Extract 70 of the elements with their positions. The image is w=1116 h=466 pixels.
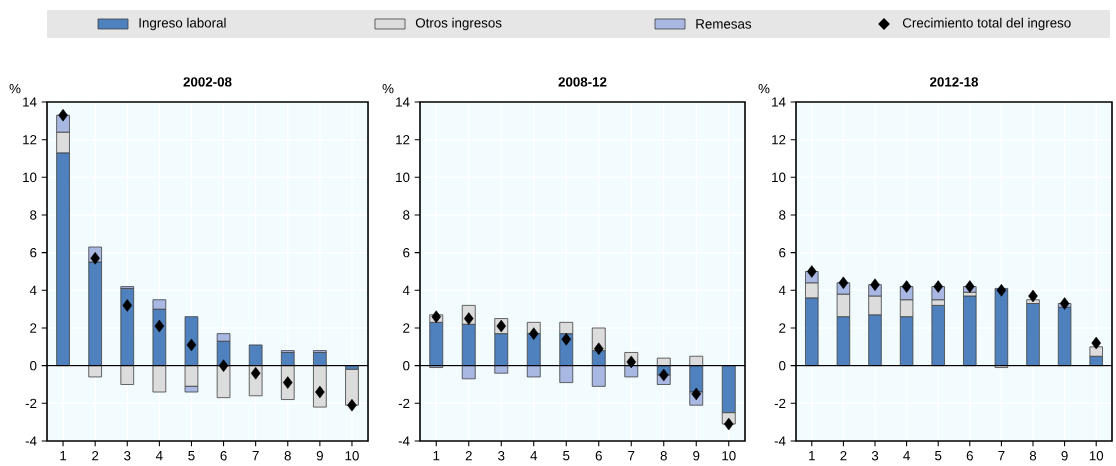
y-axis-title: % — [382, 83, 394, 94]
chart-title: 2002-08 — [183, 77, 232, 87]
x-tick-label: 3 — [124, 451, 131, 461]
y-tick-label: -2 — [398, 398, 410, 408]
y-tick-label: 14 — [23, 97, 37, 107]
y-tick-label: 0 — [779, 360, 786, 371]
x-tick-label: 4 — [155, 451, 163, 461]
y-tick-label: 12 — [23, 135, 37, 145]
x-tick-label: 10 — [345, 451, 359, 461]
y-tick-label: 4 — [29, 285, 37, 295]
y-tick-label: 6 — [30, 247, 37, 258]
x-tick-label: 9 — [1061, 451, 1068, 461]
x-tick-label: 4 — [903, 451, 910, 461]
x-tick-label: 9 — [316, 451, 323, 461]
x-tick-label: 1 — [60, 451, 67, 461]
y-tick-label: -4 — [398, 436, 410, 446]
x-tick-label: 6 — [966, 451, 973, 461]
x-tick-label: 8 — [660, 451, 667, 461]
legend-label: Remesas — [696, 19, 752, 29]
y-tick-label: -4 — [774, 436, 786, 446]
x-tick-label: 1 — [809, 451, 815, 461]
chart-title: 2008-12 — [558, 77, 607, 87]
x-tick-label: 6 — [220, 451, 227, 461]
y-tick-label: -2 — [25, 398, 37, 408]
y-tick-label: 10 — [23, 172, 37, 183]
y-tick-label: 8 — [30, 210, 37, 220]
chart-title: 2012-18 — [930, 77, 979, 87]
x-tick-label: 10 — [1089, 451, 1104, 461]
legend-label: Crecimiento total del ingreso — [902, 17, 1071, 31]
y-tick-label: 8 — [779, 210, 786, 220]
y-tick-label: 10 — [396, 172, 410, 183]
x-tick-label: 2 — [840, 451, 847, 461]
x-tick-label: 6 — [595, 451, 602, 461]
x-tick-label: 5 — [188, 451, 195, 461]
legend-label: Otros ingresos — [415, 17, 502, 31]
x-tick-label: 10 — [722, 451, 736, 461]
x-tick-label: 2 — [92, 451, 99, 461]
x-tick-label: 3 — [871, 451, 879, 461]
x-tick-label: 2 — [465, 451, 472, 461]
y-tick-label: 12 — [396, 135, 410, 145]
y-tick-label: 10 — [772, 172, 786, 183]
x-tick-label: 8 — [284, 451, 291, 461]
y-tick-label: 14 — [772, 97, 786, 107]
x-tick-label: 5 — [563, 451, 570, 461]
x-tick-label: 1 — [433, 451, 440, 461]
y-tick-label: 12 — [772, 135, 786, 145]
x-tick-label: 7 — [628, 451, 635, 461]
x-tick-label: 3 — [498, 451, 505, 461]
y-tick-label: 4 — [402, 285, 410, 295]
y-tick-label: -2 — [774, 398, 786, 408]
y-axis-title: % — [758, 83, 770, 94]
y-tick-label: 6 — [403, 247, 410, 258]
y-tick-label: 14 — [396, 97, 410, 107]
y-tick-label: 4 — [778, 285, 786, 295]
x-tick-label: 4 — [530, 451, 538, 461]
y-tick-label: 2 — [30, 323, 37, 333]
y-axis-title: % — [9, 83, 21, 94]
x-tick-label: 8 — [1029, 451, 1037, 461]
x-tick-label: 9 — [693, 451, 700, 461]
x-tick-label: 7 — [252, 451, 259, 461]
y-tick-label: -4 — [25, 436, 37, 446]
y-tick-label: 0 — [403, 360, 410, 371]
y-tick-label: 8 — [403, 210, 410, 220]
y-tick-label: 2 — [779, 323, 786, 333]
y-tick-label: 6 — [779, 247, 786, 258]
x-tick-label: 5 — [935, 451, 942, 461]
y-tick-label: 0 — [30, 360, 37, 371]
legend-label: Ingreso laboral — [139, 17, 226, 31]
x-tick-label: 7 — [998, 451, 1005, 461]
y-tick-label: 2 — [403, 323, 410, 333]
